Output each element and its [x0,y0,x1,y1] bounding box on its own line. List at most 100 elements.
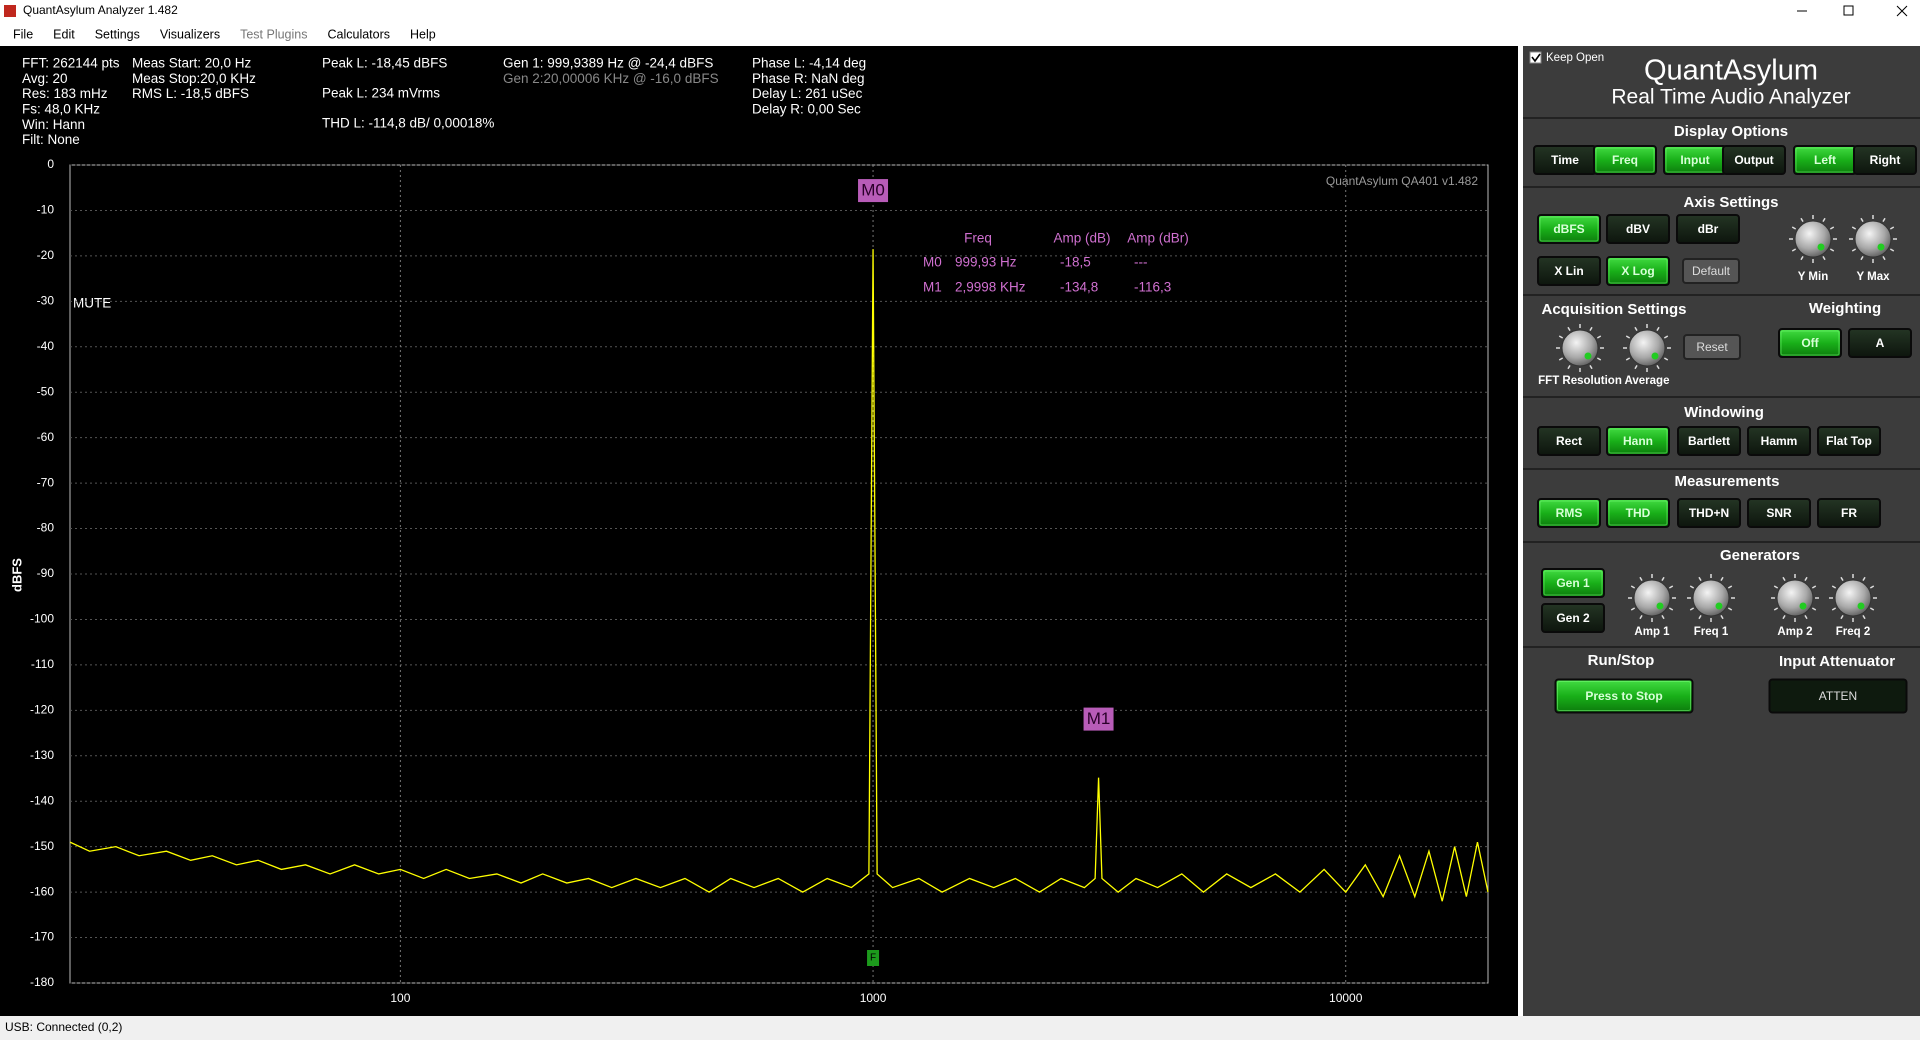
knob-tick [1862,614,1866,620]
button[interactable] [1676,214,1740,244]
y-tick-label: -100 [30,612,54,626]
knob[interactable] [1633,579,1671,617]
knob-tick [1656,326,1660,332]
menu-item[interactable]: File [13,27,33,41]
button[interactable] [1606,498,1670,528]
button[interactable] [1683,334,1741,360]
button[interactable] [1747,498,1811,528]
button[interactable] [1606,256,1670,286]
control-panel [1523,46,1920,1016]
button-label[interactable]: ATTEN [1819,689,1857,703]
button-label[interactable]: Default [1692,264,1731,278]
button-label[interactable]: Right [1870,153,1901,167]
knob-tick [1625,335,1631,339]
button[interactable] [1554,678,1694,714]
restore-button[interactable] [1843,5,1854,16]
knob-tick [1840,576,1844,582]
button[interactable] [1541,568,1605,598]
marker-label: M0 [861,181,885,200]
knob[interactable] [1628,329,1666,367]
button[interactable] [1606,214,1670,244]
section-title: Generators [1720,547,1800,564]
button[interactable] [1537,426,1601,456]
button[interactable] [1593,145,1657,175]
button-label[interactable]: dBFS [1553,222,1584,236]
button-label[interactable]: dBr [1698,222,1719,236]
knob-tick [1656,364,1660,370]
button[interactable] [1682,258,1740,284]
button-label[interactable]: Press to Stop [1585,689,1662,703]
button-label[interactable]: RMS [1556,506,1583,520]
app-icon [4,5,16,17]
button-label[interactable]: Hann [1623,434,1653,448]
button-label[interactable]: Bartlett [1688,434,1730,448]
button-label[interactable]: Left [1814,153,1836,167]
knob-tick [1831,585,1837,589]
y-tick-label: -40 [37,339,55,353]
button-label[interactable]: Freq [1612,153,1638,167]
y-tick-label: -70 [37,475,55,489]
button-label[interactable]: Gen 1 [1556,576,1590,590]
readout: Gen 2:20,00006 KHz @ -16,0 dBFS [503,71,719,86]
button[interactable] [1853,145,1917,175]
button-label[interactable]: Gen 2 [1556,611,1590,625]
marker-table-header: Freq [964,231,992,246]
knob[interactable] [1794,220,1832,258]
knob-tick [1811,607,1817,611]
menu-item[interactable]: Calculators [328,27,391,41]
y-tick-label: -170 [30,930,54,944]
knob-tick [1727,607,1733,611]
button-label[interactable]: FR [1841,506,1857,520]
button-label[interactable]: SNR [1766,506,1792,520]
button[interactable] [1817,498,1881,528]
menu-item[interactable]: Settings [95,27,140,41]
button[interactable] [1768,678,1908,714]
button-label[interactable]: dBV [1626,222,1650,236]
button-label[interactable]: A [1876,336,1885,350]
button[interactable] [1537,256,1601,286]
button[interactable] [1677,498,1741,528]
button-label[interactable]: THD+N [1689,506,1729,520]
section-title: Windowing [1684,404,1764,421]
knob[interactable] [1561,329,1599,367]
button-label[interactable]: Hamm [1761,434,1798,448]
button[interactable] [1537,498,1601,528]
section-title: Measurements [1674,473,1779,490]
button[interactable] [1541,603,1605,633]
button[interactable] [1537,214,1601,244]
marker-label: M1 [1087,709,1111,728]
button-label[interactable]: X Lin [1554,264,1583,278]
button[interactable] [1722,145,1786,175]
menu-item[interactable]: Help [410,27,436,41]
button-label[interactable]: Rect [1556,434,1582,448]
menu-item[interactable]: Test Plugins [240,27,307,41]
button[interactable] [1778,328,1842,358]
knob-indicator [1651,352,1659,360]
knob[interactable] [1692,579,1730,617]
menu-item[interactable]: Visualizers [160,27,220,41]
menu-item[interactable]: Edit [53,27,75,41]
knob-tick [1668,585,1674,589]
keep-open-checkbox[interactable] [1529,51,1542,64]
knob[interactable] [1854,220,1892,258]
button-label[interactable]: Off [1801,336,1819,350]
button-label[interactable]: Time [1551,153,1579,167]
button-label[interactable]: Reset [1696,340,1728,354]
button-label[interactable]: THD [1626,506,1651,520]
button-label[interactable]: X Log [1621,264,1654,278]
button-label[interactable]: Flat Top [1826,434,1872,448]
marker-table-cell: -116,3 [1134,280,1171,295]
knob[interactable] [1834,579,1872,617]
button-label[interactable]: Input [1680,153,1709,167]
button[interactable] [1848,328,1912,358]
button[interactable] [1817,426,1881,456]
close-button[interactable] [1896,5,1908,17]
knob-tick [1773,607,1779,611]
button[interactable] [1606,426,1670,456]
knob-tick [1829,248,1835,252]
button[interactable] [1677,426,1741,456]
knob[interactable] [1776,579,1814,617]
filter-marker-label: F [870,953,876,964]
button-label[interactable]: Output [1734,153,1773,167]
button[interactable] [1747,426,1811,456]
